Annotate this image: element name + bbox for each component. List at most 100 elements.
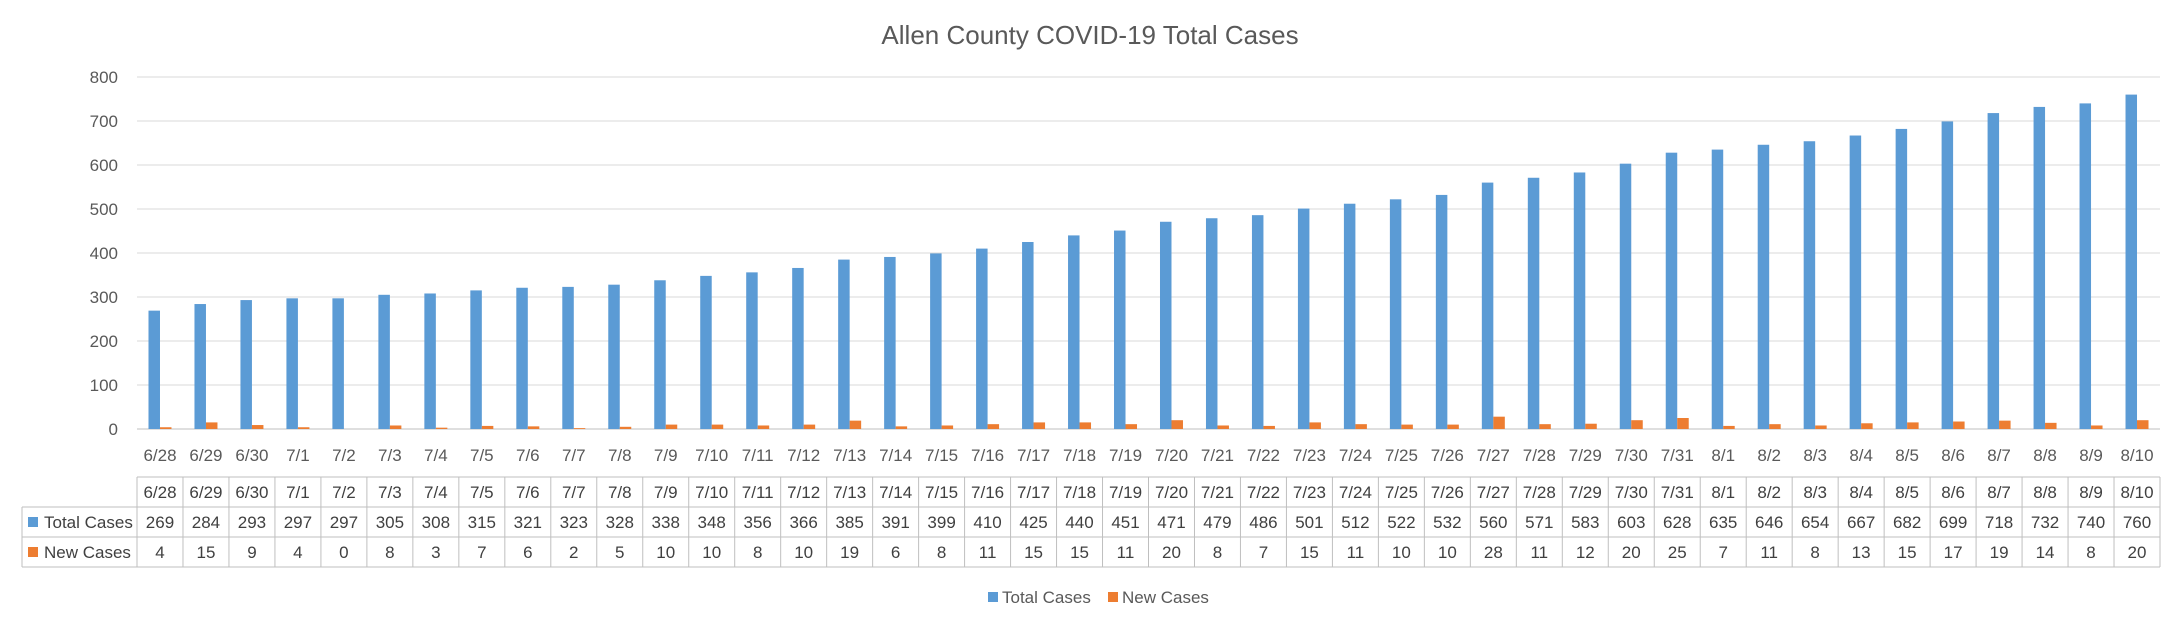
x-tick-label: 7/15	[925, 446, 958, 465]
table-header-cell: 7/31	[1661, 483, 1694, 502]
bar-total-cases	[1711, 149, 1724, 429]
table-value-cell: 20	[1162, 543, 1181, 562]
bar-total-cases	[1114, 230, 1126, 429]
table-header-cell: 8/3	[1803, 483, 1827, 502]
bar-total-cases	[838, 259, 850, 429]
table-key-new-cases	[28, 547, 38, 557]
y-tick-label: 0	[109, 420, 118, 439]
bar-total-cases	[700, 275, 712, 429]
bar-total-cases	[2125, 94, 2138, 429]
table-value-cell: 667	[1847, 513, 1875, 532]
y-tick-label: 100	[90, 376, 118, 395]
table-value-cell: 11	[1530, 543, 1548, 562]
bar-total-cases	[562, 286, 574, 429]
table-header-cell: 8/6	[1941, 483, 1965, 502]
x-tick-label: 7/19	[1109, 446, 1142, 465]
bar-new-cases	[1999, 420, 2011, 429]
table-header-cell: 8/8	[2033, 483, 2057, 502]
x-tick-label: 7/7	[562, 446, 586, 465]
x-tick-label: 7/12	[787, 446, 820, 465]
y-tick-label: 200	[90, 332, 118, 351]
x-tick-label: 7/4	[424, 446, 448, 465]
table-value-cell: 11	[1117, 543, 1135, 562]
x-tick-label: 8/10	[2120, 446, 2153, 465]
table-value-cell: 7	[477, 543, 486, 562]
table-value-cell: 10	[1392, 543, 1411, 562]
table-header-cell: 7/13	[833, 483, 866, 502]
table-header-cell: 7/12	[787, 483, 820, 502]
bars	[148, 94, 2149, 430]
table-value-cell: 682	[1893, 513, 1921, 532]
table-value-cell: 366	[789, 513, 817, 532]
table-header-cell: 7/2	[332, 483, 356, 502]
table-header-cell: 7/25	[1385, 483, 1418, 502]
table-value-cell: 11	[1347, 543, 1365, 562]
x-tick-label: 7/11	[742, 446, 774, 465]
table-header-cell: 7/4	[424, 483, 448, 502]
table-value-cell: 10	[702, 543, 721, 562]
table-value-cell: 522	[1387, 513, 1415, 532]
table-header-cell: 7/20	[1155, 483, 1188, 502]
table-value-cell: 635	[1709, 513, 1737, 532]
x-tick-label: 7/22	[1247, 446, 1280, 465]
table-value-cell: 9	[247, 543, 256, 562]
table-value-cell: 297	[330, 513, 358, 532]
bar-new-cases	[389, 425, 402, 429]
bar-new-cases	[1447, 424, 1459, 429]
table-header-cell: 6/29	[189, 483, 222, 502]
table-value-cell: 5	[615, 543, 624, 562]
table-value-cell: 7	[1259, 543, 1268, 562]
table-value-cell: 348	[698, 513, 726, 532]
table-value-cell: 297	[284, 513, 312, 532]
x-tick-label: 7/2	[332, 446, 356, 465]
legend-label: Total Cases	[1002, 588, 1091, 607]
bar-total-cases	[1527, 177, 1540, 429]
bar-new-cases	[1907, 422, 1919, 429]
bar-new-cases	[1033, 422, 1046, 429]
table-value-cell: 8	[1810, 543, 1819, 562]
x-tick-label: 7/29	[1569, 446, 1602, 465]
bar-new-cases	[1539, 424, 1551, 429]
x-tick-label: 7/13	[833, 446, 866, 465]
bar-new-cases	[2045, 422, 2057, 429]
table-value-cell: 10	[1438, 543, 1457, 562]
bar-new-cases	[481, 425, 494, 429]
table-header-cell: 8/5	[1895, 483, 1919, 502]
table-value-cell: 3	[431, 543, 440, 562]
bar-new-cases	[987, 424, 1000, 429]
x-tick-label: 7/27	[1477, 446, 1510, 465]
bar-new-cases	[1815, 425, 1827, 429]
bar-new-cases	[435, 427, 448, 429]
table-value-cell: 356	[744, 513, 772, 532]
x-tick-label: 7/10	[695, 446, 728, 465]
table-header-cell: 8/1	[1711, 483, 1735, 502]
bar-total-cases	[1849, 135, 1862, 429]
table-header-cell: 7/23	[1293, 483, 1326, 502]
x-tick-label: 8/8	[2033, 446, 2057, 465]
table-value-cell: 532	[1433, 513, 1461, 532]
legend-label: New Cases	[1122, 588, 1209, 607]
bar-total-cases	[1987, 113, 2000, 429]
bar-new-cases	[1723, 425, 1735, 429]
table-value-cell: 15	[1070, 543, 1089, 562]
table-value-cell: 14	[2036, 543, 2055, 562]
table-value-cell: 391	[881, 513, 909, 532]
bar-new-cases	[527, 426, 540, 429]
x-tick-label: 7/26	[1431, 446, 1464, 465]
y-tick-label: 400	[90, 244, 118, 263]
table-value-cell: 718	[1985, 513, 2013, 532]
bar-total-cases	[286, 298, 298, 429]
table-value-cell: 699	[1939, 513, 1967, 532]
bar-total-cases	[516, 287, 528, 429]
bar-total-cases	[1022, 242, 1034, 429]
table-header-cell: 7/15	[925, 483, 958, 502]
table-value-cell: 732	[2031, 513, 2059, 532]
table-value-cell: 451	[1111, 513, 1139, 532]
table-value-cell: 15	[1898, 543, 1917, 562]
table-value-cell: 385	[835, 513, 863, 532]
bar-total-cases	[1343, 203, 1356, 429]
bar-total-cases	[1757, 144, 1770, 429]
table-header-cell: 6/28	[143, 483, 176, 502]
x-tick-label: 8/1	[1711, 446, 1735, 465]
table-header-cell: 7/17	[1017, 483, 1050, 502]
